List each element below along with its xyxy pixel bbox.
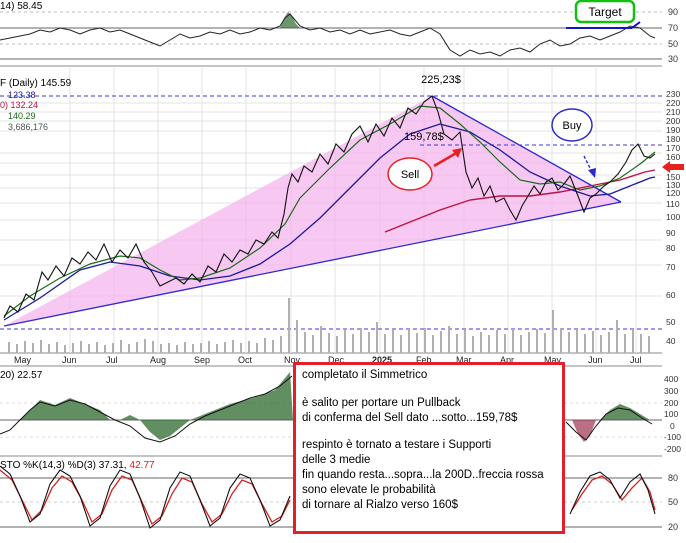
stoch-tick: 20 bbox=[668, 522, 678, 532]
analysis-note: completato il Simmetrico è salito per po… bbox=[293, 362, 565, 534]
stoch-k-line bbox=[0, 465, 656, 529]
volume-bars bbox=[8, 298, 650, 353]
ma-20-line bbox=[3, 105, 656, 317]
stoch-label-d: 42.77 bbox=[130, 460, 155, 471]
price-tick: 110 bbox=[666, 199, 680, 209]
macd-tick: 400 bbox=[664, 374, 678, 384]
note-line: respinto è tornato a testare i Supporti bbox=[302, 439, 492, 452]
macd-hist-positive-late bbox=[600, 404, 650, 420]
price-tick: 50 bbox=[666, 317, 676, 327]
peak-price-label: 225,23$ bbox=[421, 74, 461, 86]
month-label: Apr bbox=[500, 355, 514, 365]
price-tick: 130 bbox=[666, 180, 680, 190]
price-tick: 160 bbox=[666, 152, 680, 162]
price-legend-ma20: 140.29 bbox=[8, 111, 36, 121]
macd-tick: 0 bbox=[670, 421, 675, 431]
rsi-label: 14) 58.45 bbox=[0, 1, 43, 12]
sell-arrow bbox=[433, 150, 459, 168]
note-line: di conferma del Sell dato ...sotto...159… bbox=[302, 411, 518, 424]
price-legend-volume: 3,686,176 bbox=[8, 122, 48, 132]
target-label: Target bbox=[588, 5, 622, 19]
price-tick: 70 bbox=[666, 262, 676, 272]
stoch-tick: 80 bbox=[668, 473, 678, 483]
macd-tick: 200 bbox=[664, 398, 678, 408]
macd-line bbox=[0, 375, 293, 443]
price-tick: 90 bbox=[666, 228, 676, 238]
macd-tick: 300 bbox=[664, 386, 678, 396]
month-label: Jul bbox=[630, 355, 642, 365]
month-label: Nov bbox=[284, 355, 301, 365]
macd-hist-negative bbox=[572, 420, 596, 442]
price-tick: 170 bbox=[666, 143, 680, 153]
support-arrow-red-axis bbox=[662, 161, 670, 173]
price-tick: 120 bbox=[666, 188, 680, 198]
rsi-overbought-fill bbox=[280, 12, 300, 28]
ma-200-line bbox=[384, 169, 656, 233]
note-line: di tornare al Rialzo verso 160$ bbox=[302, 498, 458, 511]
resistance-price-label: 159,78$ bbox=[404, 131, 444, 143]
target-box bbox=[574, 0, 636, 24]
month-label: Jun bbox=[62, 355, 77, 365]
macd-tick: 100 bbox=[664, 409, 678, 419]
buy-arrow bbox=[583, 155, 593, 173]
month-label: Dec bbox=[328, 355, 345, 365]
price-tick: 80 bbox=[666, 243, 676, 253]
price-legend-ma50: 123.38 bbox=[8, 90, 36, 100]
sell-label: Sell bbox=[401, 169, 419, 181]
sell-circle bbox=[387, 157, 433, 191]
month-label: May bbox=[544, 355, 562, 365]
stoch-tick: 50 bbox=[668, 497, 678, 507]
price-panel: 225,23$ 159,78$ Sell Buy F (Daily) 145.5… bbox=[0, 68, 686, 365]
month-label: Mar bbox=[456, 355, 472, 365]
note-line: delle 3 medie bbox=[302, 454, 371, 467]
month-label: Sep bbox=[194, 355, 210, 365]
rsi-line bbox=[0, 13, 656, 57]
price-tick: 200 bbox=[666, 116, 680, 126]
price-tick: 40 bbox=[666, 336, 676, 346]
rsi-tick: 50 bbox=[668, 39, 678, 49]
month-label: Jun bbox=[588, 355, 603, 365]
rsi-tick: 30 bbox=[668, 54, 678, 64]
month-label: 2025 bbox=[372, 355, 392, 365]
price-tick: 190 bbox=[666, 125, 680, 135]
price-legend-ma200: 0) 132.24 bbox=[0, 100, 38, 110]
stoch-label: STO %K(14,3) %D(3) 37.31, 42.77 bbox=[0, 460, 155, 471]
triangle-lower-line bbox=[3, 201, 622, 327]
price-tick: 180 bbox=[666, 134, 680, 144]
month-label: Feb bbox=[416, 355, 432, 365]
price-tick: 220 bbox=[666, 98, 680, 108]
month-label: Aug bbox=[150, 355, 166, 365]
rsi-tick: 70 bbox=[668, 23, 678, 33]
price-legend-title: F (Daily) 145.59 bbox=[0, 78, 72, 89]
macd-label: 20) 22.57 bbox=[0, 370, 43, 381]
rsi-tick: 90 bbox=[668, 7, 678, 17]
price-line bbox=[3, 95, 656, 319]
triangle-upper-line bbox=[431, 95, 622, 203]
price-tick: 230 bbox=[666, 89, 680, 99]
month-label: Oct bbox=[238, 355, 253, 365]
price-tick: 100 bbox=[666, 212, 680, 222]
note-line: sono elevate le probabilità bbox=[302, 483, 436, 496]
note-line: completato il Simmetrico bbox=[302, 369, 428, 381]
buy-label: Buy bbox=[563, 120, 582, 132]
buy-circle bbox=[551, 108, 593, 142]
macd-tick: -100 bbox=[664, 432, 681, 442]
month-label: May bbox=[14, 355, 32, 365]
price-tick: 60 bbox=[666, 290, 676, 300]
rsi-panel: Target 14) 58.45 90 70 50 30 bbox=[0, 0, 686, 67]
note-line: fin quando resta...sopra...la 200D..frec… bbox=[302, 468, 544, 481]
macd-hist-area bbox=[0, 372, 293, 440]
note-line: è salito per portare un Pullback bbox=[302, 396, 461, 409]
month-label: Jul bbox=[106, 355, 118, 365]
price-tick: 210 bbox=[666, 107, 680, 117]
price-tick: 150 bbox=[666, 172, 680, 182]
macd-tick: -200 bbox=[664, 444, 681, 454]
macd-line-late bbox=[565, 407, 653, 441]
